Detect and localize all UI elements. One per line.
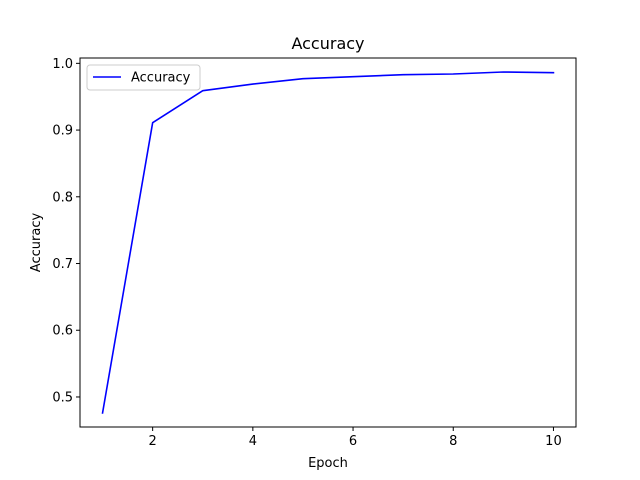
y-tick-label: 0.5 (52, 390, 73, 405)
legend-label: Accuracy (131, 71, 191, 86)
x-tick-label: 8 (449, 434, 457, 449)
plot-area-frame (79, 57, 577, 428)
series-layer (101, 71, 555, 414)
x-tick-label: 2 (149, 434, 157, 449)
x-tick-label: 6 (349, 434, 357, 449)
y-tick-label: 1.0 (52, 57, 73, 72)
x-tick-label: 4 (249, 434, 257, 449)
y-tick-label: 0.7 (52, 257, 73, 272)
legend-box (86, 64, 201, 91)
legend: Accuracy (86, 64, 201, 91)
chart-title: Accuracy (291, 34, 364, 53)
series-line-0 (101, 71, 555, 414)
y-tick-label: 0.9 (52, 124, 73, 139)
x-tick-label: 10 (545, 434, 562, 449)
y-axis-label: Accuracy (29, 213, 44, 273)
y-tick-label: 0.6 (52, 324, 73, 339)
ticks-layer: 2 4 6 8 10 0.5 0.6 0.7 0.8 0.9 1.0 (52, 57, 561, 449)
y-tick-label: 0.8 (52, 190, 73, 205)
x-axis-label: Epoch (308, 456, 348, 471)
